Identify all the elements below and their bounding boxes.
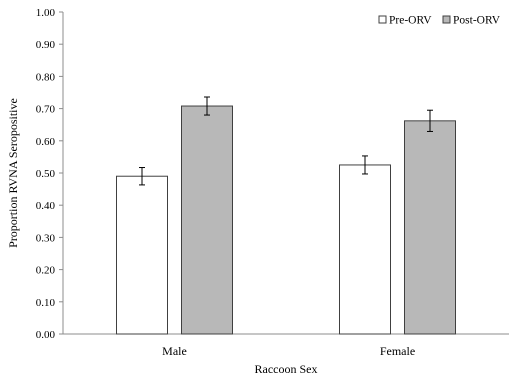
- y-tick-label: 1.00: [36, 7, 56, 19]
- y-axis: 0.00 0.10 0.20 0.30 0.40 0.50 0.60 0.70 0.80 0.90…: [36, 7, 64, 341]
- y-tick-label: 0.00: [36, 329, 56, 341]
- y-tick-label: 0.90: [36, 39, 56, 51]
- legend-swatch-post-orv: [442, 15, 451, 24]
- x-category-label: Female: [380, 344, 415, 358]
- y-tick-label: 0.20: [36, 265, 56, 277]
- x-axis-title: Raccoon Sex: [255, 362, 318, 376]
- legend-label: Post-ORV: [453, 15, 501, 27]
- bar-post-orv-female: [404, 120, 456, 335]
- y-tick-label: 0.60: [36, 136, 56, 148]
- y-tick-label: 0.50: [36, 168, 56, 180]
- bar-post-orv-male: [181, 105, 233, 335]
- bar-pre-orv-female: [339, 164, 391, 335]
- y-tick-label: 0.10: [36, 297, 56, 309]
- x-axis: Male Female: [63, 333, 509, 358]
- legend-label: Pre-ORV: [389, 15, 432, 27]
- y-tick-label: 0.40: [36, 200, 56, 212]
- bar-pre-orv-male: [116, 175, 168, 335]
- legend-swatch-pre-orv: [378, 15, 387, 24]
- legend: Pre-ORV Post-ORV: [378, 15, 501, 27]
- y-tick-label: 0.30: [36, 232, 56, 244]
- y-axis-title: Proportion RVNA Seropositive: [6, 98, 20, 248]
- x-category-label: Male: [162, 344, 187, 358]
- bars: [116, 96, 456, 335]
- y-tick-label: 0.80: [36, 71, 56, 83]
- y-tick-label: 0.70: [36, 104, 56, 116]
